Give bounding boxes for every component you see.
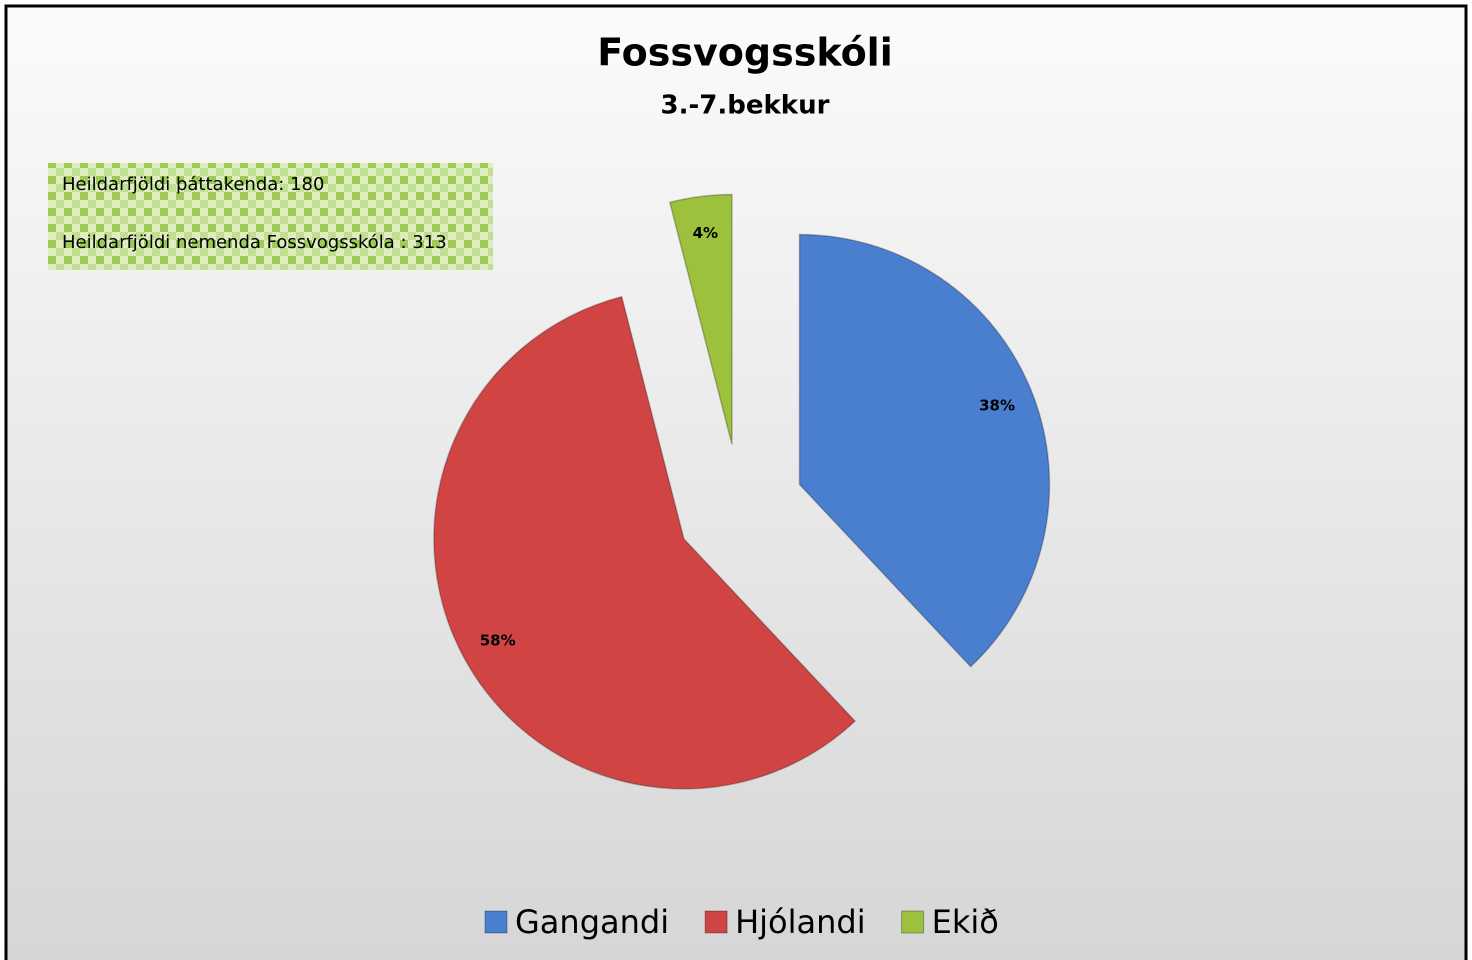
legend-swatch <box>901 910 925 934</box>
chart-frame <box>4 4 1468 960</box>
legend-swatch <box>484 910 508 934</box>
pie-slice <box>433 295 857 790</box>
legend-label: Gangandi <box>515 903 669 941</box>
pie-slice <box>668 193 733 445</box>
pie-slice <box>798 233 1051 668</box>
data-label: 4% <box>693 224 718 242</box>
annotation: Heildarfjöldi nemenda Fossvogsskóla : 31… <box>62 232 447 253</box>
chart-subtitle: 3.-7.bekkur <box>661 91 830 121</box>
annotation: Heildarfjöldi þáttakenda: 180 <box>62 174 324 195</box>
legend-label: Hjólandi <box>735 903 866 941</box>
chart-title: Fossvogsskóli <box>597 31 892 75</box>
legend-label: Ekið <box>932 903 999 941</box>
legend-swatch <box>704 910 728 934</box>
data-label: 58% <box>480 632 516 650</box>
data-label: 38% <box>979 397 1015 415</box>
annotation-box <box>48 163 493 270</box>
